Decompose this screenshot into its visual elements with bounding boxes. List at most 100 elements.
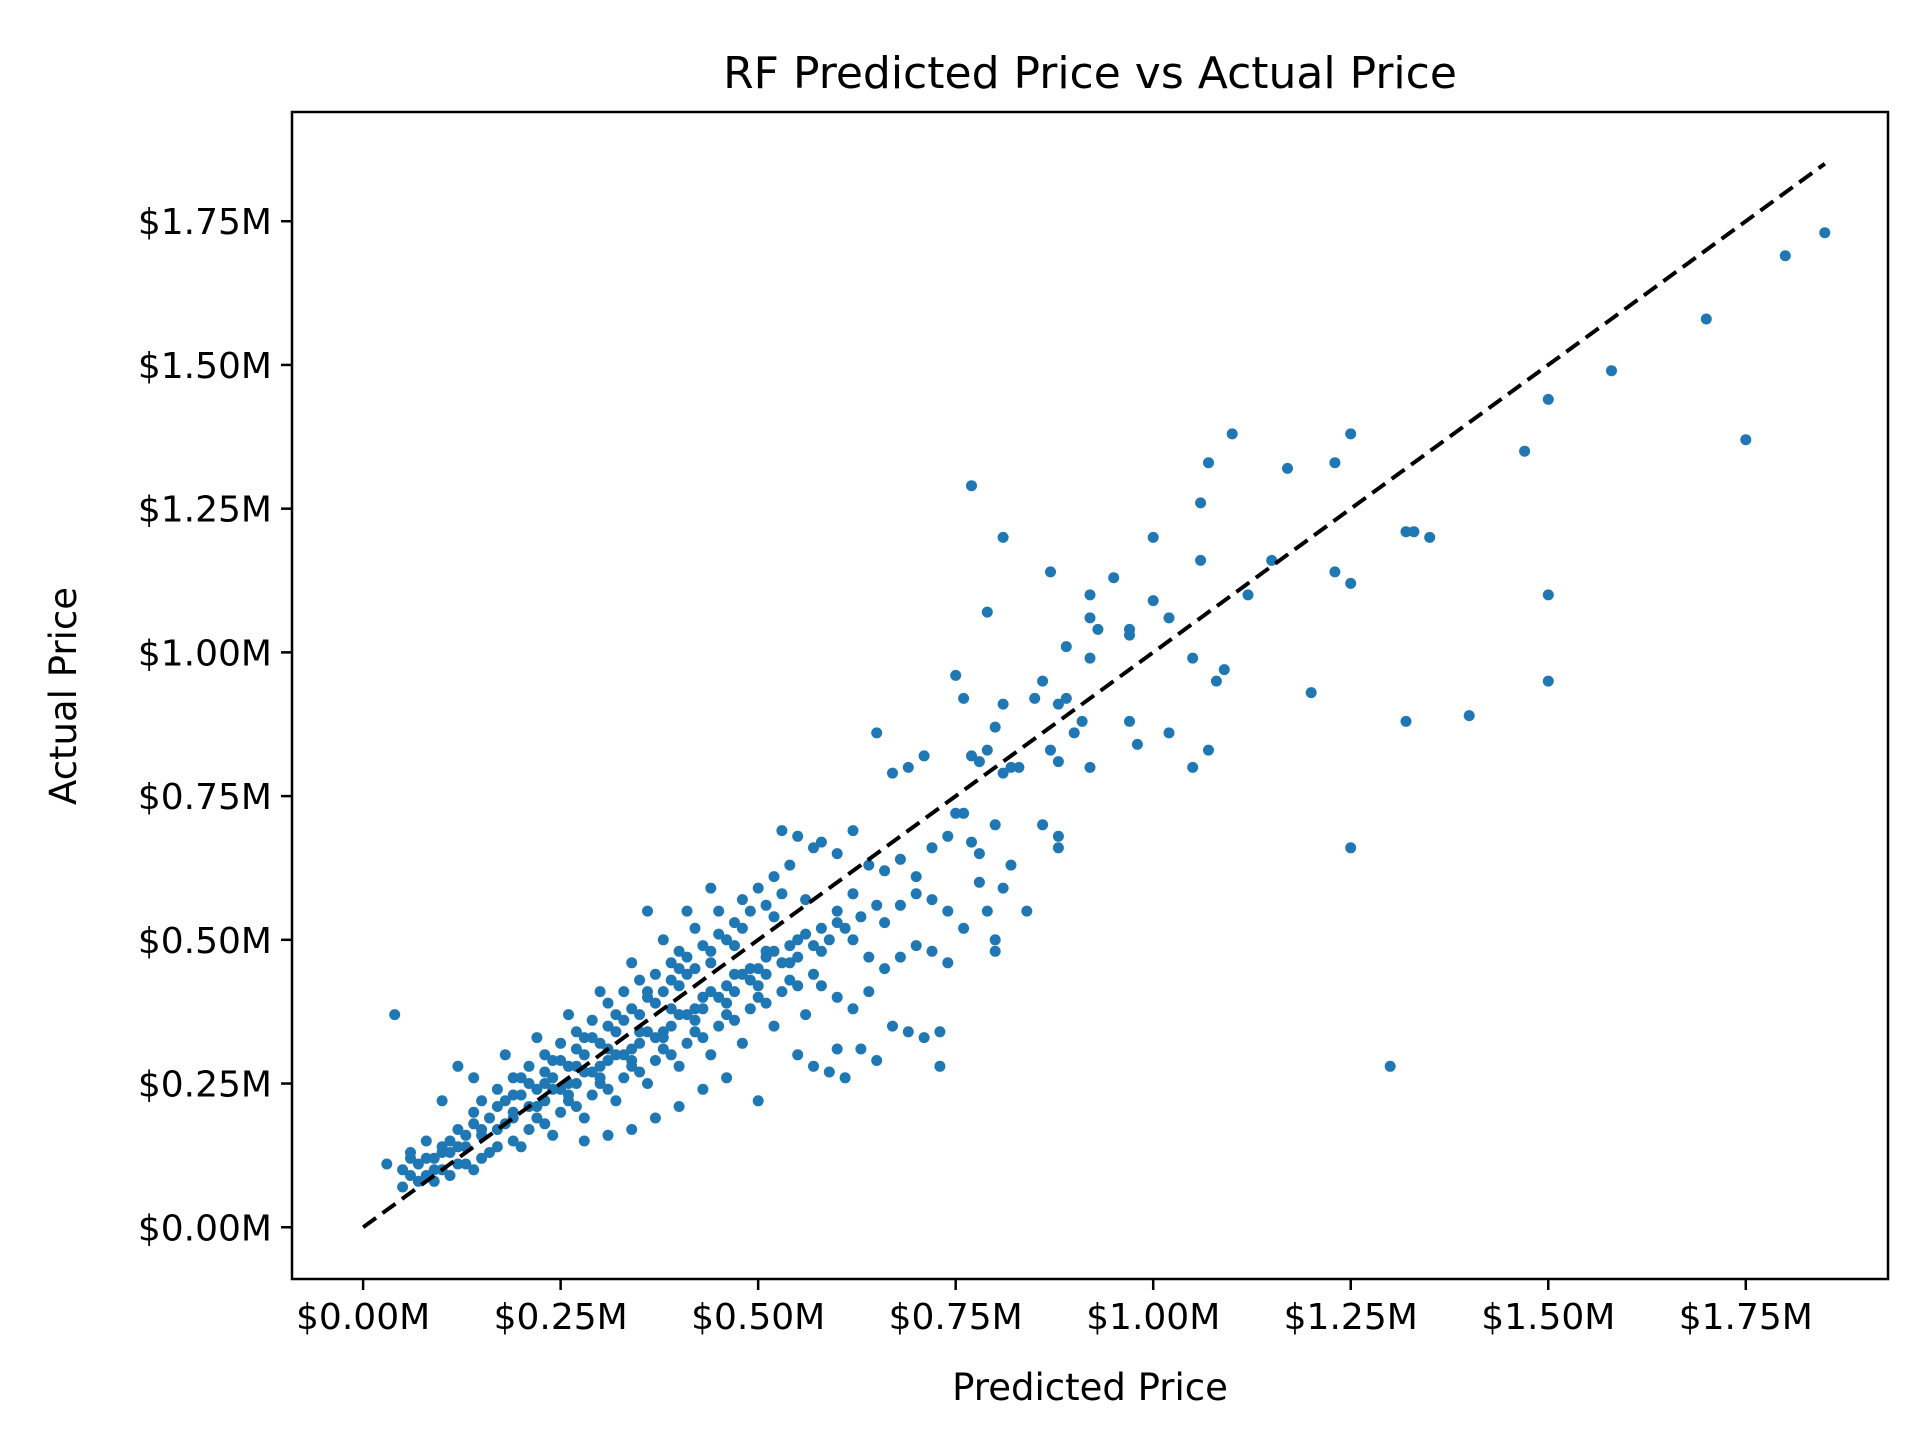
data-point — [713, 991, 725, 1003]
data-point — [484, 1112, 495, 1124]
data-point — [491, 1083, 503, 1095]
data-point — [476, 1095, 488, 1107]
data-point — [697, 940, 709, 952]
data-point — [689, 963, 701, 975]
data-point — [744, 974, 756, 986]
data-point — [649, 1112, 661, 1124]
data-point — [760, 997, 772, 1009]
data-point — [800, 1009, 812, 1021]
data-point — [570, 1026, 582, 1038]
data-point — [721, 1072, 733, 1084]
y-tick-label: $1.00M — [138, 633, 272, 674]
data-point — [1195, 497, 1207, 509]
data-point — [752, 991, 764, 1003]
data-point — [642, 1078, 653, 1089]
data-point — [1005, 761, 1017, 773]
data-point — [444, 1135, 456, 1147]
data-point — [499, 1049, 511, 1061]
data-point — [926, 945, 938, 957]
data-point — [673, 1009, 685, 1021]
data-point — [808, 842, 819, 854]
data-point — [713, 1020, 725, 1032]
data-point — [973, 848, 985, 860]
data-point — [610, 1095, 622, 1107]
data-point — [594, 1072, 606, 1084]
data-point — [1218, 664, 1230, 676]
data-point — [989, 945, 1001, 957]
data-point — [515, 1072, 527, 1084]
data-point — [887, 767, 898, 779]
data-point — [697, 991, 709, 1003]
data-point — [697, 1083, 709, 1095]
data-point — [570, 1078, 582, 1089]
data-point — [808, 1060, 819, 1072]
data-point — [989, 934, 1001, 946]
data-point — [515, 1141, 527, 1153]
data-point — [507, 1072, 519, 1084]
data-point — [958, 692, 970, 704]
y-tick-label: $1.75M — [138, 202, 272, 243]
data-point — [610, 1009, 622, 1021]
data-point — [1187, 652, 1199, 664]
data-point — [626, 957, 638, 969]
data-point — [460, 1129, 472, 1141]
data-point — [689, 922, 701, 934]
data-point — [1060, 692, 1072, 704]
data-point — [760, 945, 772, 957]
data-point — [649, 968, 661, 980]
data-point — [958, 807, 970, 819]
data-point — [705, 945, 717, 957]
data-point — [452, 1124, 464, 1135]
data-point — [863, 859, 875, 871]
x-axis-label: Predicted Price — [952, 1366, 1228, 1409]
data-point — [1384, 1060, 1396, 1072]
data-point — [729, 1014, 740, 1026]
data-point — [981, 606, 993, 618]
data-point — [649, 1055, 661, 1066]
data-point — [784, 859, 796, 871]
data-point — [634, 1037, 646, 1049]
data-point — [681, 951, 693, 963]
data-point — [1187, 761, 1199, 773]
data-point — [539, 1066, 551, 1078]
data-point — [902, 1026, 914, 1038]
data-point — [768, 945, 780, 957]
data-point — [815, 836, 827, 848]
data-point — [563, 1089, 574, 1101]
data-point — [1147, 531, 1159, 543]
data-point — [997, 767, 1009, 779]
data-point — [768, 911, 780, 923]
x-axis: $0.00M $0.25M $0.50M $0.75M $1.00M $1.25M $1.5… — [296, 1279, 1813, 1338]
data-point — [950, 669, 962, 681]
data-point — [966, 836, 977, 848]
data-point — [752, 1095, 764, 1107]
data-point — [705, 957, 717, 969]
data-point — [412, 1158, 424, 1170]
data-point — [665, 957, 677, 969]
data-point — [705, 1049, 717, 1061]
data-point — [776, 825, 788, 837]
data-point — [1542, 675, 1554, 687]
data-point — [578, 1112, 590, 1124]
data-point — [1037, 675, 1049, 687]
data-point — [610, 1026, 622, 1038]
data-point — [1779, 250, 1791, 262]
data-point — [602, 997, 614, 1009]
data-point — [831, 917, 843, 929]
y-tick-label: $0.50M — [138, 921, 272, 962]
data-point — [997, 531, 1009, 543]
data-point — [602, 1020, 614, 1032]
data-point — [634, 1009, 646, 1021]
data-point — [673, 963, 685, 975]
data-point — [444, 1147, 456, 1158]
data-point — [752, 882, 764, 894]
data-point — [539, 1118, 551, 1130]
data-point — [1408, 526, 1420, 538]
data-point — [950, 807, 962, 819]
data-point — [1424, 531, 1436, 543]
data-point — [1226, 428, 1238, 440]
data-point — [618, 1049, 630, 1061]
data-point — [555, 1055, 567, 1066]
data-point — [729, 986, 740, 998]
plot-frame — [290, 110, 1890, 1281]
